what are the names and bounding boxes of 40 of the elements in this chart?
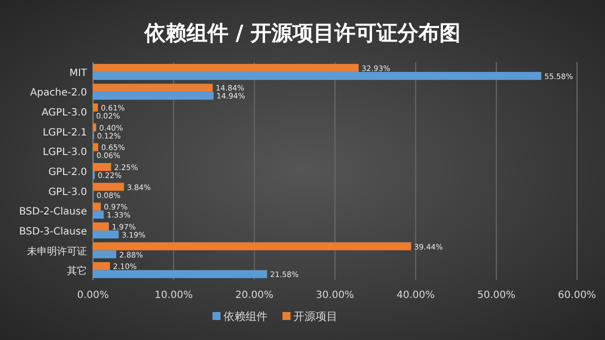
y-tick-label: BSD-3-Clause [19,226,87,238]
x-tick-label: 30.00% [316,290,354,301]
bar [93,270,268,278]
y-tick-label: LGPL-2.1 [42,127,87,138]
y-tick-label: MIT [69,68,88,79]
bar [93,143,98,152]
x-tick-label: 40.00% [396,290,435,301]
y-tick-label: Apache-2.0 [30,88,87,99]
y-tick-label: 其它 [67,265,87,278]
bar [93,230,119,238]
bar [93,242,412,250]
bar [93,72,542,80]
x-tick-label: 0.00% [77,290,109,301]
bar [93,262,110,270]
y-tick-label: GPL-2.0 [48,167,87,178]
x-tick-label: 60.00% [558,290,596,301]
y-tick-label: GPL-3.0 [48,186,87,198]
y-tick-label: AGPL-3.0 [42,108,87,119]
legend-label: 开源项目 [294,310,338,323]
bar [93,104,98,112]
bar [93,182,124,191]
bar [93,202,101,211]
legend-label: 依赖组件 [224,310,268,323]
title: 依赖组件 / 开源项目许可证分布图 [144,21,461,45]
x-tick-label: 20.00% [235,290,274,301]
bar [93,123,96,132]
bar [93,163,112,171]
y-tick-label: 未申明许可证 [27,245,87,258]
legend-item: 开源项目 [282,310,338,323]
bar [93,210,104,219]
bar [93,92,214,100]
legend-item: 依赖组件 [212,310,268,323]
bar [93,64,359,72]
y-tick-label: LGPL-3.0 [42,147,87,158]
bar [93,250,116,258]
bar [93,84,213,92]
x-tick-label: 10.00% [154,290,193,301]
y-tick-label: BSD-2-Clause [19,206,87,218]
bar [93,222,109,230]
x-tick-label: 50.00% [477,290,516,301]
